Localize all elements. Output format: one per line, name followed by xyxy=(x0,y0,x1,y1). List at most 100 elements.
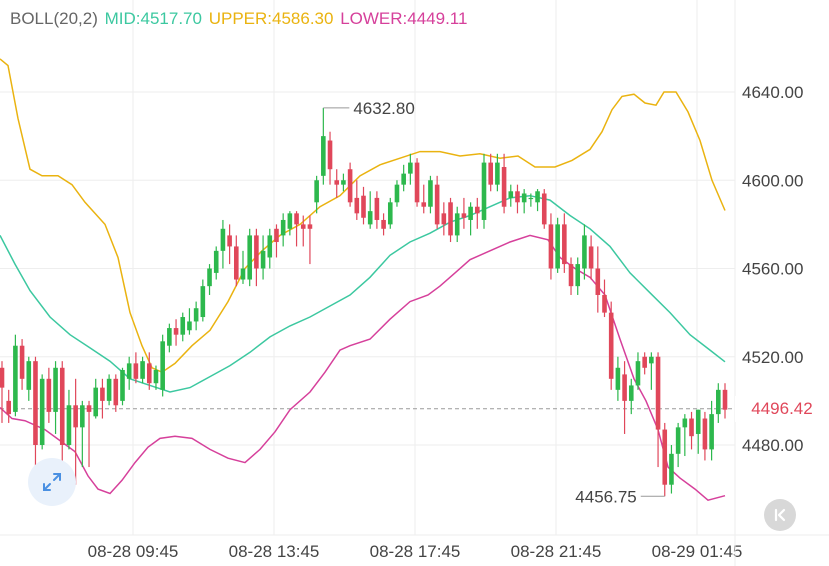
scroll-to-latest-icon xyxy=(774,508,786,522)
candle-body xyxy=(53,367,58,412)
candle-body xyxy=(495,162,500,185)
candle-body xyxy=(146,363,152,384)
candle-body xyxy=(488,162,493,185)
candle-body xyxy=(695,409,701,434)
candle-body xyxy=(441,213,447,225)
candle-body xyxy=(93,387,99,417)
candle-body xyxy=(267,235,273,258)
candle-body xyxy=(234,246,239,280)
candle-body xyxy=(207,268,212,287)
candle-body xyxy=(421,202,427,207)
candle-body xyxy=(247,235,252,280)
boll-indicator-name: BOLL(20,2) xyxy=(10,9,98,28)
candle-body xyxy=(106,378,112,401)
candle-body xyxy=(321,136,326,176)
candle-body xyxy=(602,294,607,313)
candle-body xyxy=(260,250,266,269)
candle-body xyxy=(341,180,346,185)
candle-body xyxy=(220,228,226,251)
candle-body xyxy=(13,345,18,412)
candle-body xyxy=(562,224,567,265)
candle-body xyxy=(642,356,647,368)
candle-body xyxy=(381,219,386,229)
candle-body xyxy=(454,213,460,236)
candle-body xyxy=(59,367,65,445)
candle-body xyxy=(528,197,534,200)
lower-band-line xyxy=(0,234,726,502)
candle-body xyxy=(361,195,366,218)
candle-body xyxy=(702,418,708,450)
high-annotation-label: 4632.80 xyxy=(353,99,414,118)
candle-body xyxy=(187,321,192,331)
candle-body xyxy=(227,235,232,247)
candle-body xyxy=(575,264,581,287)
candle-body xyxy=(126,363,132,379)
candle-body xyxy=(709,414,714,450)
x-tick-label: 08-28 21:45 xyxy=(511,542,602,561)
candle-body xyxy=(327,140,333,170)
candle-body xyxy=(716,389,721,415)
candle-body xyxy=(535,191,540,203)
candle-body xyxy=(86,405,92,412)
x-tick-label: 08-28 17:45 xyxy=(370,542,461,561)
candle-body xyxy=(73,405,78,428)
candle-body xyxy=(608,312,614,379)
candle-body xyxy=(46,378,52,412)
y-tick-label: 4560.00 xyxy=(742,260,803,279)
candle-body xyxy=(655,356,661,430)
current-price-label: 4496.42 xyxy=(735,396,829,422)
candle-body xyxy=(461,213,467,218)
candle-body xyxy=(448,202,453,236)
candle-body xyxy=(622,374,627,401)
candle-body xyxy=(682,418,688,428)
y-tick-label: 4600.00 xyxy=(742,171,803,190)
candle-body xyxy=(167,328,172,346)
x-tick-label: 08-29 01:45 xyxy=(652,542,743,561)
scroll-to-latest-button[interactable] xyxy=(764,499,796,531)
candle-body xyxy=(120,369,125,401)
candle-body xyxy=(6,400,11,415)
candle-body xyxy=(173,328,179,335)
boll-lower-value: LOWER:4449.11 xyxy=(340,9,468,28)
candle-body xyxy=(287,213,293,229)
candle-body xyxy=(548,224,554,269)
candle-body xyxy=(508,191,514,198)
candle-body xyxy=(615,367,621,390)
candle-body xyxy=(555,224,560,269)
candle-body xyxy=(521,193,527,203)
expand-button[interactable] xyxy=(28,458,76,506)
candle-body xyxy=(408,162,413,174)
candle-body xyxy=(414,162,420,203)
candle-body xyxy=(401,173,406,185)
candle-body xyxy=(100,387,105,401)
candle-body xyxy=(160,341,165,390)
candle-body xyxy=(193,308,199,322)
candle-body xyxy=(628,385,634,401)
candle-body xyxy=(568,264,574,287)
candle-body xyxy=(501,167,507,207)
candle-body xyxy=(669,453,674,485)
candle-body xyxy=(588,246,594,269)
candle-body xyxy=(374,197,380,220)
candle-body xyxy=(515,191,520,203)
candle-body xyxy=(213,250,219,273)
candle-body xyxy=(541,193,547,225)
candle-body xyxy=(39,378,45,445)
candle-body xyxy=(367,211,373,225)
candle-body xyxy=(481,162,487,220)
candle-body xyxy=(722,389,728,410)
candle-body xyxy=(294,213,299,225)
candle-body xyxy=(394,184,400,203)
candle-body xyxy=(689,418,694,437)
candle-body xyxy=(254,235,259,269)
x-tick-label: 08-28 13:45 xyxy=(229,542,320,561)
boll-legend: BOLL(20,2) MID:4517.70 UPPER:4586.30 LOW… xyxy=(10,9,469,29)
candle-body xyxy=(0,367,5,388)
candle-body xyxy=(428,180,433,207)
boll-mid-value: MID:4517.70 xyxy=(104,9,202,28)
y-tick-label: 4640.00 xyxy=(742,83,803,102)
candle-body xyxy=(280,219,286,236)
candle-body xyxy=(314,180,319,203)
candle-body xyxy=(635,361,641,386)
